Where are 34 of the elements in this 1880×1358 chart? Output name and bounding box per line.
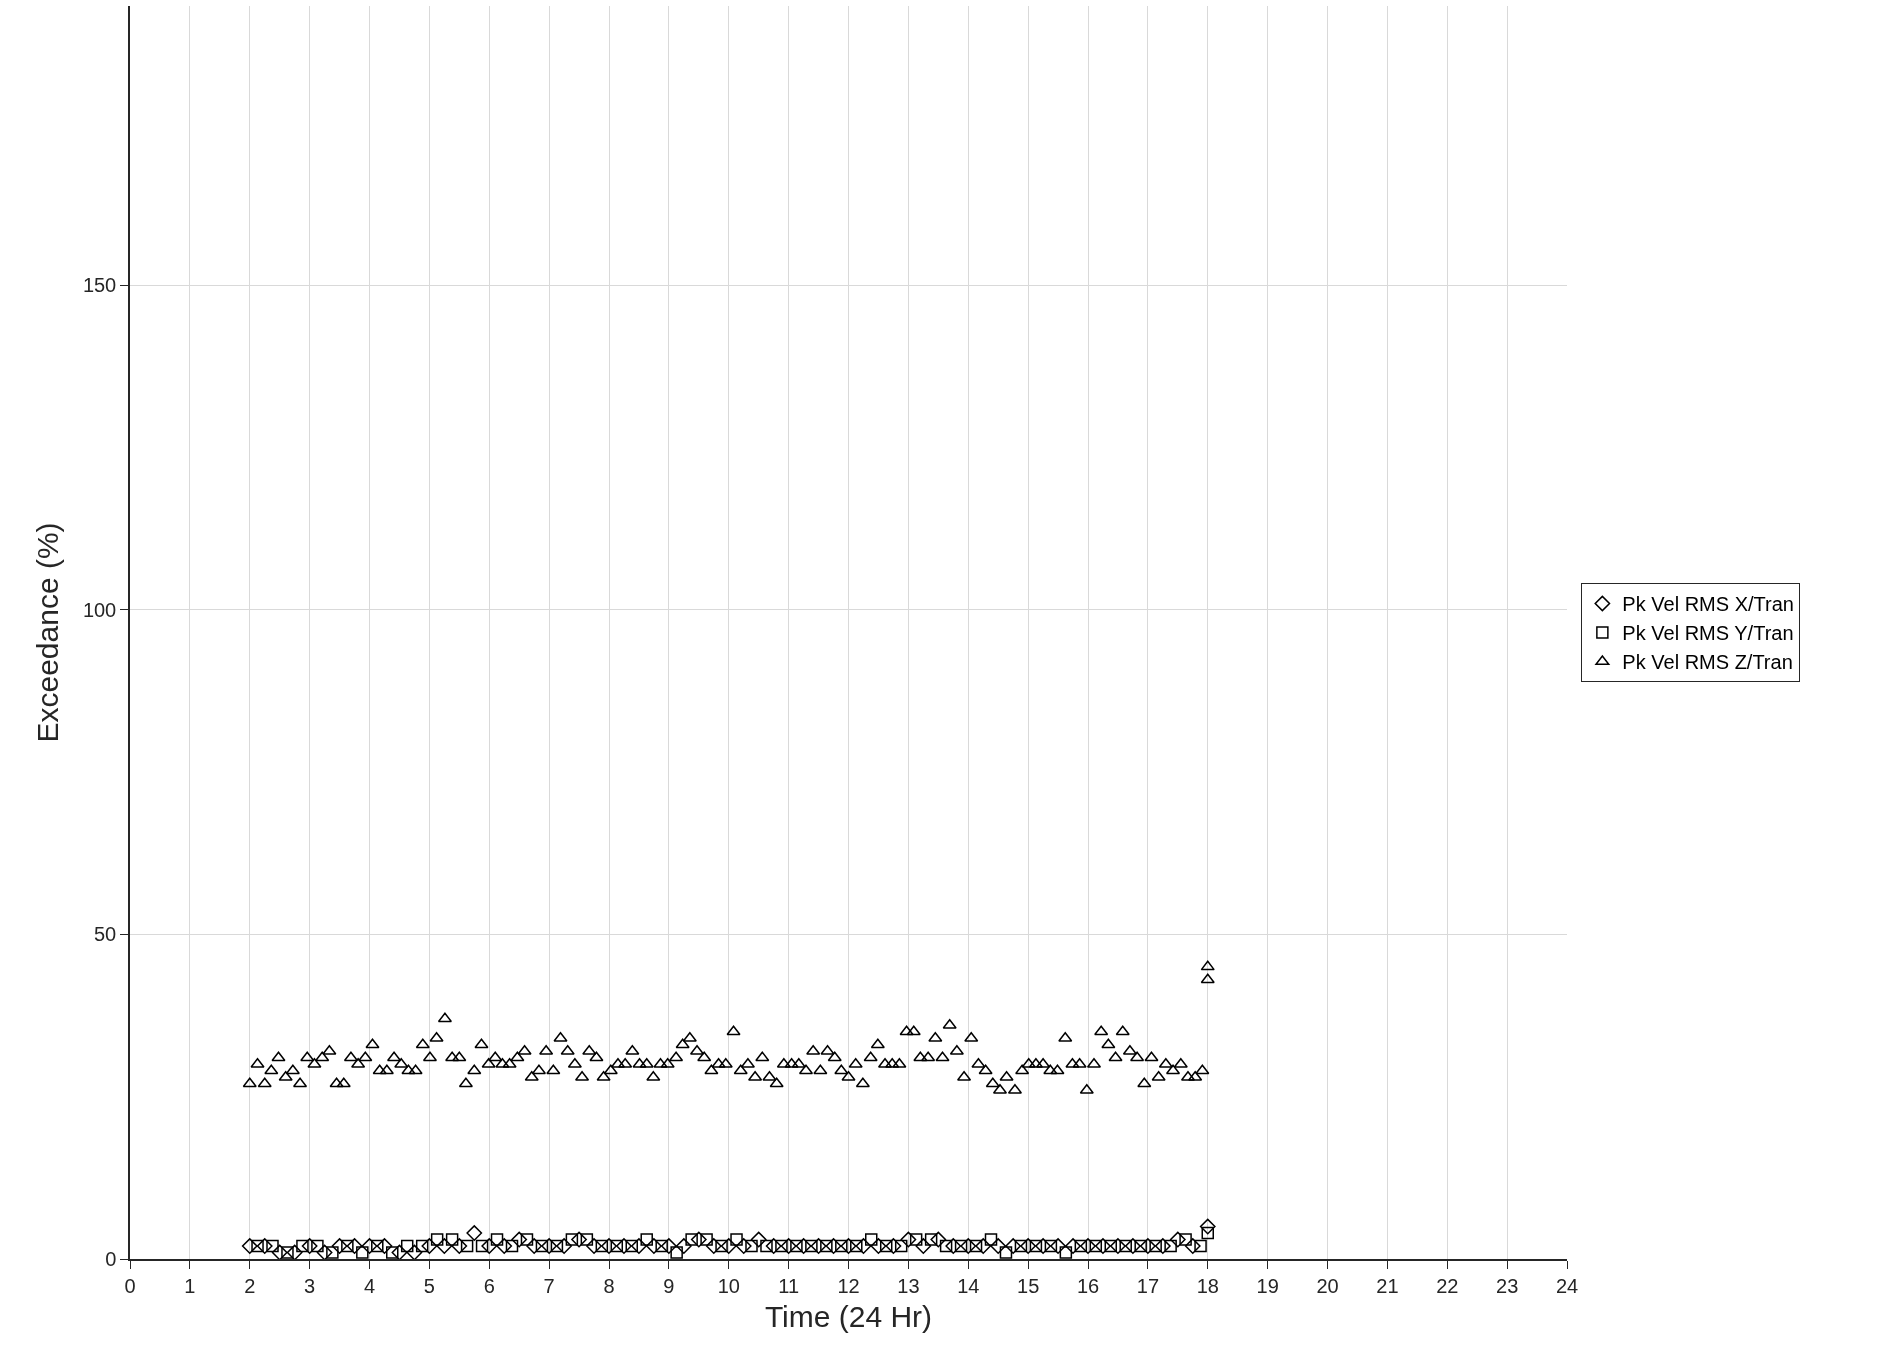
- x-tick-label: 16: [1076, 1274, 1100, 1297]
- x-tick-label: 19: [1256, 1274, 1279, 1297]
- y-axis-title: Exceedance (%): [31, 522, 65, 743]
- legend-label: Pk Vel RMS Z/Tran: [1622, 651, 1793, 674]
- x-tick-label: 15: [1017, 1274, 1040, 1297]
- x-tick-label: 21: [1376, 1274, 1399, 1297]
- y-tick-label: 100: [82, 598, 117, 621]
- x-tick-label: 18: [1196, 1274, 1219, 1297]
- x-tick-label: 17: [1136, 1274, 1160, 1297]
- x-tick-label: 13: [897, 1274, 920, 1297]
- x-tick-label: 5: [423, 1274, 435, 1297]
- y-tick-label: 0: [105, 1248, 117, 1270]
- x-tick-label: 6: [483, 1274, 495, 1297]
- y-tick-label: 150: [82, 274, 117, 297]
- x-tick-label: 23: [1496, 1274, 1519, 1297]
- x-tick-label: 14: [957, 1274, 980, 1297]
- legend-label: Pk Vel RMS Y/Tran: [1622, 622, 1794, 645]
- y-tick-label: 50: [94, 923, 117, 946]
- x-tick-label: 0: [124, 1274, 136, 1297]
- x-tick-label: 20: [1316, 1274, 1339, 1297]
- x-tick-label: 24: [1555, 1274, 1579, 1297]
- x-tick-label: 10: [717, 1274, 740, 1297]
- x-tick-label: 8: [603, 1274, 615, 1297]
- x-tick-label: 3: [304, 1274, 316, 1297]
- x-tick-label: 9: [663, 1274, 675, 1297]
- x-axis-title: Time (24 Hr): [764, 1299, 933, 1333]
- legend-label: Pk Vel RMS X/Tran: [1622, 593, 1794, 616]
- x-tick-label: 4: [363, 1274, 376, 1297]
- x-tick-label: 11: [778, 1274, 800, 1297]
- x-tick-label: 22: [1436, 1274, 1459, 1297]
- x-tick-label: 2: [244, 1274, 256, 1297]
- x-tick-label: 7: [543, 1274, 555, 1297]
- x-tick-label: 1: [184, 1274, 196, 1297]
- x-tick-label: 12: [837, 1274, 860, 1297]
